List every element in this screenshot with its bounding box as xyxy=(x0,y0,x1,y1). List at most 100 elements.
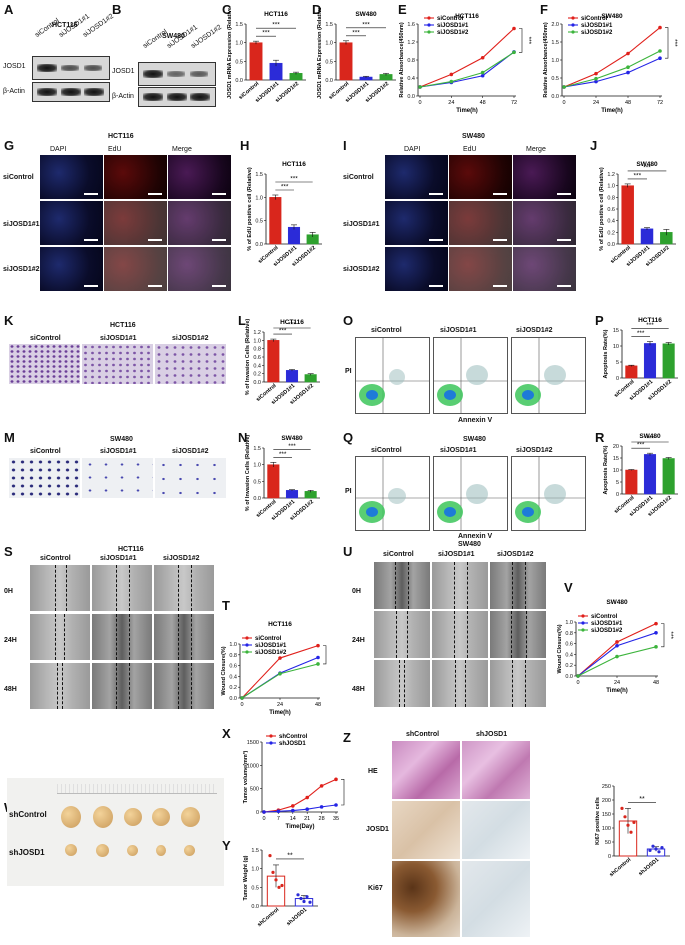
chart-e-ytick-label-3: 1.2 xyxy=(407,40,415,46)
chart-c-ytick-label-0: 0.0 xyxy=(235,78,243,84)
chart-d-title: SW480 xyxy=(355,11,377,18)
panel-q-col-3: siJOSD1#2 xyxy=(516,447,553,454)
chart-n-ytick-label-2: 1.0 xyxy=(253,463,261,469)
chart-c-ytick-label-1: 0.5 xyxy=(235,59,243,65)
chart-l: 0.0 0.2 0.4 0.6 0.8 1.0 1.2 HCT116 % of Invasion… xyxy=(245,319,320,406)
chart-p-bar-0 xyxy=(625,365,638,379)
panel-label-x: X xyxy=(222,726,231,741)
chart-x-series-0 xyxy=(263,778,337,813)
panel-q-col-1: siControl xyxy=(371,447,402,454)
chart-f: 0.0 0.5 1.0 1.5 2.0 SW480 Relative Absorbance(… xyxy=(543,13,678,114)
chart-p-bar-1 xyxy=(643,343,657,379)
chart-c-ytick-label-2: 1.0 xyxy=(235,41,243,47)
chart-e-marker-2-3 xyxy=(512,50,516,55)
chart-j-ytick-label-0: 0.0 xyxy=(607,242,615,248)
chart-x-ytick-label-0: 0 xyxy=(256,810,259,816)
chart-v-xtick-label-1: 24 xyxy=(614,680,620,686)
chart-f-ytick-label-3: 1.5 xyxy=(551,40,559,46)
chart-l-ytick-label-2: 0.4 xyxy=(253,363,261,369)
chart-y-point-1-2 xyxy=(302,899,306,904)
chart-y-ylabel: Tumor Weight (g) xyxy=(243,855,249,900)
panel-g-row-1: siControl xyxy=(3,174,34,181)
chart-v-xtick-label-0: 0 xyxy=(576,680,579,686)
chart-n-ylabel: % of Invasion Cells (Relative) xyxy=(245,435,251,512)
panel-label-d: D xyxy=(312,2,322,17)
chart-d-ytick-label-0: 0.0 xyxy=(325,78,333,84)
panel-q-title: SW480 xyxy=(463,436,486,443)
chart-x-marker-0-4 xyxy=(319,784,324,788)
chart-zbar-ytick-label-0: 0 xyxy=(608,854,611,860)
chart-f-ytick-label-0: 0.0 xyxy=(551,94,559,100)
chart-h-ytick-label-0: 0.0 xyxy=(255,242,263,248)
chart-zbar-point-1-1 xyxy=(651,844,655,848)
chart-f-ytick-label-2: 1.0 xyxy=(551,58,559,64)
panel-s-col-3: siJOSD1#2 xyxy=(163,555,200,562)
chart-v-ytick-label-2: 0.4 xyxy=(565,652,573,658)
chart-f-marker-2-2 xyxy=(626,65,630,69)
flow-q xyxy=(355,456,586,531)
chart-r-ytick-label-3: 15 xyxy=(613,456,619,462)
chart-t-legend-label-2: siJOSD1#2 xyxy=(255,650,287,656)
panel-b-blot-actin xyxy=(138,87,216,107)
panel-label-u: U xyxy=(343,544,353,559)
chart-c-ytick-label-3: 1.5 xyxy=(235,22,243,28)
panel-g-title: HCT116 xyxy=(108,133,134,140)
chart-f-ytick-label-1: 0.5 xyxy=(551,76,559,82)
chart-j-ytick-label-4: 0.8 xyxy=(607,195,615,201)
chart-l-sig-label-1: *** xyxy=(288,322,296,329)
chart-j-ytick-label-1: 0.2 xyxy=(607,230,615,236)
chart-t-series-1 xyxy=(241,656,319,699)
chart-f-legend-marker-2 xyxy=(571,30,575,34)
panel-label-k: K xyxy=(4,313,14,328)
chart-e-legend-marker-0 xyxy=(427,16,431,20)
flow-o xyxy=(355,337,586,414)
chart-n-ytick-label-1: 0.5 xyxy=(253,479,261,485)
chart-x-sig-bracket xyxy=(341,779,345,806)
chart-v-xlabel: Time(h) xyxy=(606,688,628,694)
panel-s-row-2: 24H xyxy=(4,637,17,644)
chart-v-series-1 xyxy=(577,632,657,677)
panel-label-i: I xyxy=(343,138,347,153)
chart-f-xtick-label-3: 72 xyxy=(657,100,663,106)
chart-d-ylabel: JOSD1 mRNA Expression (Relative) xyxy=(317,8,323,99)
panel-a-cell-line: HCT116 xyxy=(52,22,78,29)
panel-g-row-3: siJOSD1#2 xyxy=(3,266,40,273)
chart-f-series-0 xyxy=(563,27,661,88)
chart-f-series-1 xyxy=(563,57,661,88)
chart-r-ytick-label-4: 20 xyxy=(613,444,619,450)
chart-j-bar-0 xyxy=(621,185,634,245)
chart-e-legend-label-1: siJOSD1#1 xyxy=(437,23,469,29)
panel-g-col-edu: EdU xyxy=(108,146,122,153)
chart-v: 0.0 0.2 0.4 0.6 0.8 1.0 SW480 Wound Closure(%) 0… xyxy=(557,599,674,694)
chart-x-ylabel: Tumor volume(mm³) xyxy=(242,750,249,803)
chart-t-marker-0-2 xyxy=(316,643,320,648)
chart-f-marker-2-3 xyxy=(658,49,662,53)
chart-t-marker-2-0 xyxy=(240,696,244,700)
chart-x-xtick-label-0: 0 xyxy=(262,816,265,822)
chart-x-marker-1-2 xyxy=(291,808,295,813)
chart-t: 0.0 0.2 0.4 0.6 0.8 1.0 HCT116 Wound Closure(%)… xyxy=(221,621,332,716)
chart-f-marker-0-3 xyxy=(658,25,662,30)
chart-zbar-point-0-2 xyxy=(626,823,630,827)
chart-e-sig-bracket xyxy=(519,28,523,53)
panel-label-p: P xyxy=(595,313,604,328)
chart-y-point-0-3 xyxy=(277,885,281,889)
panel-label-h: H xyxy=(240,138,250,153)
panel-w-row-2: shJOSD1 xyxy=(9,848,45,857)
panel-label-y: Y xyxy=(222,838,231,853)
chart-v-ytick-label-3: 0.6 xyxy=(565,642,573,648)
chart-t-ytick-label-3: 0.6 xyxy=(229,664,237,670)
chart-c-sig-label-0: *** xyxy=(262,30,270,37)
panel-i-title: SW480 xyxy=(462,133,485,140)
chart-l-sig-label-0: *** xyxy=(279,328,287,335)
panel-k-title: HCT116 xyxy=(110,322,136,329)
chart-l-ytick-label-0: 0.0 xyxy=(253,380,261,386)
chart-x-legend-marker-0 xyxy=(269,734,273,738)
chart-f-series-2 xyxy=(563,50,661,88)
chart-v-ylabel: Wound Closure(%) xyxy=(557,624,563,673)
panel-label-m: M xyxy=(4,430,15,445)
chart-t-xtick-label-1: 24 xyxy=(277,702,283,708)
panel-s-col-2: siJOSD1#1 xyxy=(100,555,137,562)
chart-zbar-ytick-label-1: 50 xyxy=(605,840,611,846)
